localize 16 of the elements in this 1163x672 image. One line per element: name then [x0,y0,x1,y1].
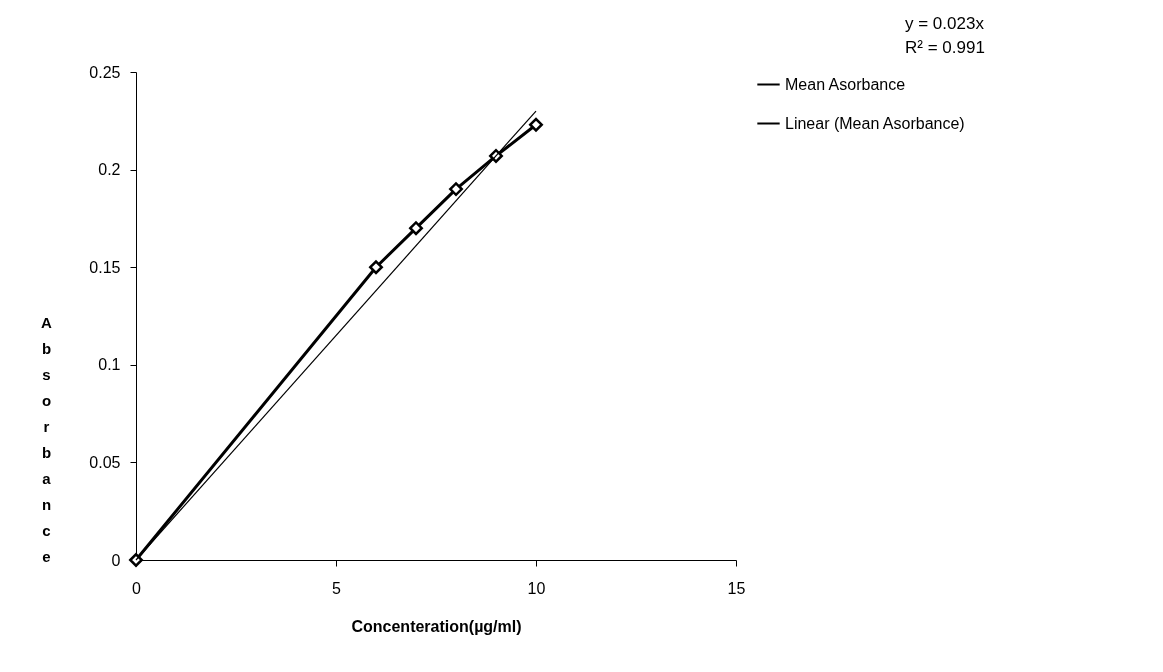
y-tick-label: 0.05 [89,453,121,471]
y-tick-label: 0.2 [98,161,121,179]
y-tick-label: 0.25 [89,63,121,81]
legend-label: Mean Asorbance [785,75,906,93]
text: y = 0.023x [905,13,985,35]
y-tick-label: 0.1 [98,356,121,374]
y-tick-label: 0 [111,551,121,569]
x-tick-label: 0 [132,579,142,597]
legend-label: Linear (Mean Asorbance) [785,114,965,132]
x-tick-label: 10 [527,579,546,597]
text: Absorbance [41,313,52,565]
x-axis-title: Concenteration(µg/ml) [351,617,522,635]
x-tick-label: 5 [332,579,342,597]
text: R² = 0.991 [905,37,985,59]
y-tick-label: 0.15 [89,258,121,276]
x-tick-label: 15 [727,579,746,597]
